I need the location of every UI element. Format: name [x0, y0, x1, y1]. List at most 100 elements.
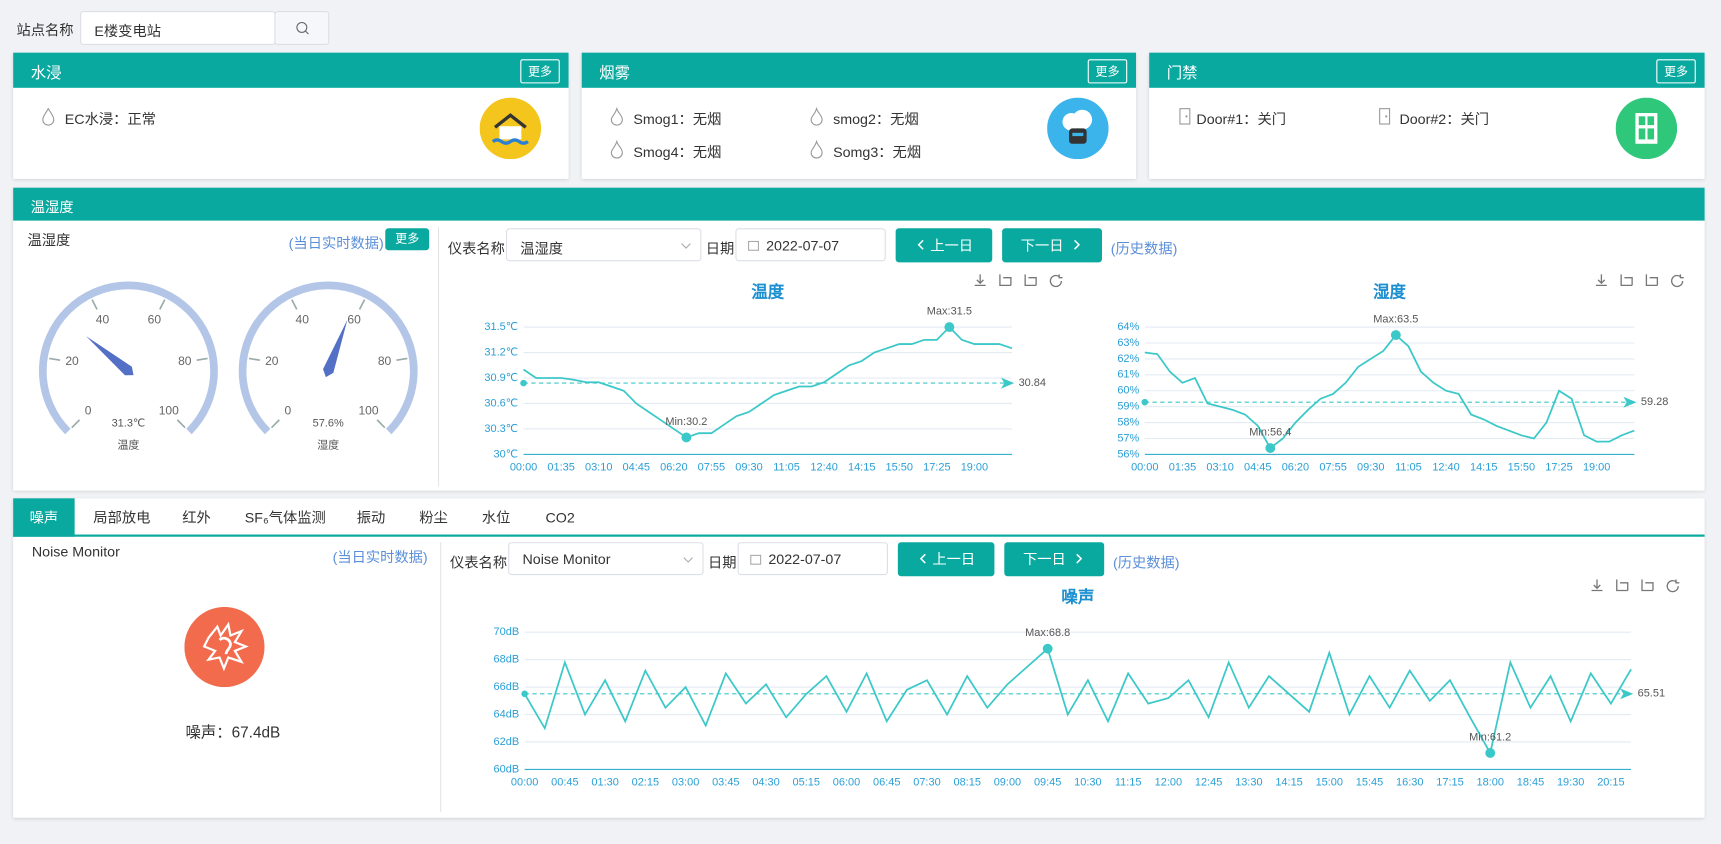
- gauge-tick-label: 100: [358, 404, 378, 418]
- extreme-label: Min:30.2: [665, 416, 707, 428]
- x-tick-label: 07:30: [913, 776, 940, 788]
- y-tick-label: 30.9℃: [484, 372, 518, 384]
- x-tick-label: 17:25: [1545, 461, 1572, 473]
- tab[interactable]: 粉尘: [419, 509, 448, 526]
- date-label: 日期: [705, 240, 735, 257]
- x-tick-label: 04:45: [1244, 461, 1271, 473]
- average-label: 30.84: [1019, 377, 1046, 389]
- x-tick-label: 11:15: [1115, 776, 1142, 788]
- tab[interactable]: 水位: [481, 509, 511, 526]
- gauge-needle: [86, 336, 134, 376]
- history-link[interactable]: (历史数据): [1110, 240, 1178, 257]
- toolbox: [974, 274, 1684, 593]
- gauge-value: 57.6%: [313, 418, 344, 430]
- realtime-link[interactable]: (当日实时数据): [288, 234, 384, 252]
- gauge-tick: [248, 357, 261, 361]
- average-start: [520, 379, 527, 387]
- y-tick-label: 30.3℃: [484, 423, 518, 435]
- extreme-point: [1485, 748, 1496, 758]
- x-tick-label: 18:00: [1476, 776, 1503, 788]
- average-label: 59.28: [1641, 396, 1668, 408]
- extreme-label: Min:56.4: [1249, 427, 1291, 439]
- x-tick-label: 07:55: [698, 461, 725, 473]
- average-arrow: [1001, 377, 1015, 389]
- meter-select[interactable]: Noise Monitor: [522, 550, 611, 568]
- tab[interactable]: CO2: [545, 509, 575, 526]
- status-item: Smog1：无烟: [633, 110, 722, 128]
- noise-icon: [184, 606, 265, 688]
- x-tick-label: 01:35: [1169, 461, 1196, 473]
- average-arrow: [1620, 688, 1634, 700]
- gauge-name: 湿度: [317, 438, 339, 452]
- average-start: [1141, 398, 1149, 406]
- x-tick-label: 19:00: [961, 461, 988, 473]
- more-button[interactable]: 更多: [1087, 59, 1128, 84]
- y-tick-label: 56%: [1117, 448, 1139, 460]
- card-door: 门禁 更多 Door#1：关门 Door#2：关门: [1149, 52, 1705, 179]
- extreme-label: Min:61.2: [1469, 731, 1511, 743]
- next-day-button[interactable]: 下一日: [1002, 228, 1102, 263]
- extreme-point: [944, 322, 955, 333]
- chevron: [1074, 239, 1081, 250]
- y-tick-label: 31.5℃: [484, 321, 518, 333]
- water-icon: [479, 97, 542, 160]
- noise-reading: 噪声：67.4dB: [185, 723, 281, 741]
- gauge-tick-label: 60: [347, 312, 361, 326]
- date-value[interactable]: 2022-07-07: [768, 550, 842, 568]
- history-link[interactable]: (历史数据): [1112, 554, 1180, 571]
- chevron: [920, 553, 927, 564]
- more-button[interactable]: 更多: [1656, 59, 1696, 84]
- x-tick-label: 00:00: [1131, 461, 1158, 473]
- meter-select[interactable]: 温湿度: [520, 240, 564, 257]
- calendar-icon: [748, 240, 759, 251]
- tab[interactable]: 局部放电: [93, 509, 151, 526]
- x-tick-label: 16:30: [1396, 776, 1423, 788]
- prev-day-button[interactable]: 上一日: [897, 542, 995, 577]
- x-tick-label: 12:00: [1155, 776, 1182, 788]
- x-tick-label: 14:15: [1470, 461, 1497, 473]
- tab[interactable]: 振动: [356, 509, 386, 526]
- search-button[interactable]: [274, 10, 330, 46]
- more-button[interactable]: 更多: [385, 228, 430, 251]
- x-tick-label: 17:25: [923, 461, 950, 473]
- x-tick-label: 19:30: [1557, 776, 1584, 788]
- panel-title: 温湿度: [30, 198, 74, 216]
- average-arrow: [1623, 396, 1637, 408]
- y-tick-label: 64%: [1117, 321, 1139, 333]
- gauge-tick: [91, 299, 98, 310]
- x-tick-label: 15:50: [886, 461, 913, 473]
- gauge-name: 温度: [117, 438, 139, 452]
- x-tick-label: 17:15: [1436, 776, 1463, 788]
- y-tick-label: 70dB: [494, 626, 520, 638]
- divider: [437, 227, 440, 487]
- x-tick-label: 15:45: [1356, 776, 1383, 788]
- data-line: [523, 325, 1013, 439]
- x-tick-label: 06:45: [873, 776, 900, 788]
- realtime-link[interactable]: (当日实时数据): [332, 548, 428, 566]
- x-tick-label: 12:40: [1432, 461, 1459, 473]
- meter-label: 仪表名称: [447, 240, 505, 257]
- tab[interactable]: SF₆气体监测: [244, 509, 326, 526]
- y-tick-label: 59%: [1117, 401, 1139, 413]
- tab[interactable]: 噪声: [13, 498, 75, 537]
- x-tick-label: 09:30: [735, 461, 762, 473]
- x-tick-label: 11:05: [773, 461, 800, 473]
- tab[interactable]: 红外: [182, 509, 211, 526]
- more-button[interactable]: 更多: [520, 59, 560, 84]
- x-tick-label: 00:00: [510, 461, 537, 473]
- y-tick-label: 60dB: [494, 763, 520, 775]
- chevron: [918, 239, 925, 250]
- flame-icon: [810, 106, 823, 126]
- extreme-point: [1390, 330, 1401, 340]
- x-tick-label: 14:15: [848, 461, 875, 473]
- status-item: EC水浸：正常: [64, 110, 156, 128]
- date-value[interactable]: 2022-07-07: [766, 237, 840, 254]
- search-label: 站点名称: [16, 21, 74, 39]
- next-day-button[interactable]: 下一日: [1004, 542, 1105, 577]
- average-label: 65.51: [1638, 688, 1665, 700]
- gauge-tick-label: 0: [284, 404, 291, 418]
- x-tick-label: 05:15: [793, 776, 820, 788]
- card-title: 烟雾: [599, 63, 631, 82]
- station-value: E楼变电站: [94, 23, 161, 40]
- prev-day-button[interactable]: 上一日: [895, 228, 993, 263]
